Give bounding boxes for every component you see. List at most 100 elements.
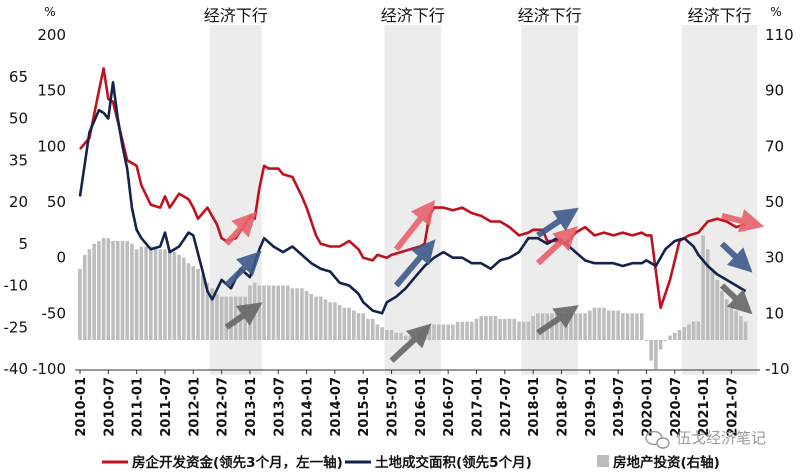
trend-arrow — [224, 302, 263, 330]
investment-bar — [281, 285, 285, 340]
trend-arrow — [536, 305, 579, 336]
left-inner-tick: -100 — [32, 360, 66, 378]
investment-bar — [347, 307, 351, 340]
investment-bar — [677, 330, 682, 340]
right-tick: 30 — [765, 249, 784, 267]
investment-bar — [134, 249, 139, 340]
investment-bar — [573, 313, 578, 340]
investment-bar — [304, 291, 309, 340]
right-tick: 10 — [765, 304, 784, 322]
investment-bar — [625, 313, 630, 340]
x-tick-label: 2011-01 — [131, 377, 146, 437]
investment-bar — [163, 249, 167, 340]
investment-bar — [229, 296, 233, 340]
trend-arrow — [719, 241, 753, 273]
x-tick-label: 2020-07 — [669, 377, 684, 437]
investment-bar — [498, 318, 502, 340]
investment-bar — [295, 288, 299, 340]
investment-bar — [743, 321, 748, 340]
x-tick-label: 2015-07 — [386, 377, 401, 437]
investment-bar — [441, 324, 446, 340]
x-tick-label: 2010-07 — [102, 377, 117, 437]
investment-bar — [630, 313, 635, 340]
investment-bar — [370, 318, 375, 340]
left-outer-tick: 5 — [18, 235, 28, 253]
investment-bar — [351, 310, 356, 340]
x-tick-label: 2018-07 — [555, 377, 570, 437]
investment-bar — [696, 321, 701, 340]
x-tick-label: 2019-01 — [584, 377, 599, 437]
investment-bar — [427, 327, 432, 340]
x-axis: 2010-01 2010-07 2011-01 2011-07 2012-01 2012-… — [74, 369, 760, 437]
investment-bar — [167, 249, 172, 340]
investment-bar — [328, 302, 332, 340]
right-tick: 90 — [765, 82, 784, 100]
recession-bands: 经济下行 经济下行 经济下行 经济下行 — [204, 6, 758, 375]
investment-bar — [177, 254, 181, 340]
trend-arrow — [721, 209, 765, 233]
investment-bar — [78, 268, 82, 340]
recession-band — [681, 25, 758, 375]
right-tick: 50 — [765, 193, 784, 211]
investment-bar — [399, 332, 403, 340]
investment-bar — [621, 313, 625, 340]
investment-bar — [87, 249, 92, 340]
left-inner-tick: 200 — [37, 26, 66, 44]
investment-bar — [366, 318, 370, 340]
trend-arrow — [535, 226, 578, 266]
investment-bar — [649, 340, 653, 361]
investment-bar — [267, 285, 271, 340]
investment-bar — [611, 310, 616, 340]
investment-bar — [710, 268, 715, 340]
left-inner-tick: -50 — [42, 304, 67, 322]
x-tick-label: 2019-07 — [612, 377, 627, 437]
investment-bar — [285, 285, 290, 340]
investment-bar — [115, 240, 120, 340]
legend-label: 土地成交面积(领先5个月) — [375, 454, 532, 471]
investment-bar — [720, 291, 724, 340]
investment-bar — [92, 243, 96, 340]
x-tick-label: 2014-01 — [301, 377, 316, 437]
investment-bar — [153, 246, 158, 340]
left-inner-tick: 100 — [37, 137, 66, 155]
investment-bar — [432, 324, 436, 340]
investment-bar — [616, 310, 620, 340]
investment-bar — [82, 254, 87, 340]
x-tick-label: 2017-07 — [499, 377, 514, 437]
investment-bar — [215, 293, 219, 340]
left-outer-tick: 65 — [9, 68, 28, 86]
investment-bar — [644, 340, 649, 342]
left-outer-tick: -25 — [4, 318, 29, 336]
investment-bar — [484, 316, 488, 340]
right-axis-unit: % — [770, 5, 781, 19]
investment-bar — [526, 321, 531, 340]
trend-arrows — [224, 200, 765, 363]
investment-bar — [479, 316, 484, 340]
left-inner-tick: 50 — [47, 193, 66, 211]
investment-bar — [182, 257, 186, 340]
investment-bar — [602, 307, 606, 340]
investment-bar — [191, 266, 196, 340]
investment-bar — [488, 316, 493, 340]
investment-bar — [200, 274, 205, 340]
investment-bar — [663, 340, 668, 342]
x-tick-label: 2010-01 — [74, 377, 89, 437]
left-outer-tick: -10 — [4, 277, 29, 295]
x-tick-label: 2020-01 — [640, 377, 655, 437]
investment-bar — [729, 304, 734, 340]
investment-bar — [314, 296, 318, 340]
investment-bar — [97, 240, 101, 340]
investment-bar — [592, 307, 597, 340]
x-tick-label: 2021-07 — [725, 377, 740, 437]
recession-band-label: 经济下行 — [381, 6, 445, 25]
x-tick-label: 2021-01 — [697, 377, 712, 437]
investment-bar — [101, 238, 106, 340]
investment-bar — [474, 318, 479, 340]
investment-bar — [521, 321, 526, 340]
investment-bar — [210, 288, 214, 340]
investment-bar — [606, 310, 611, 340]
investment-bar — [361, 313, 366, 340]
land-area-line — [78, 81, 747, 315]
investment-bar — [531, 316, 535, 340]
investment-bar — [687, 324, 691, 340]
